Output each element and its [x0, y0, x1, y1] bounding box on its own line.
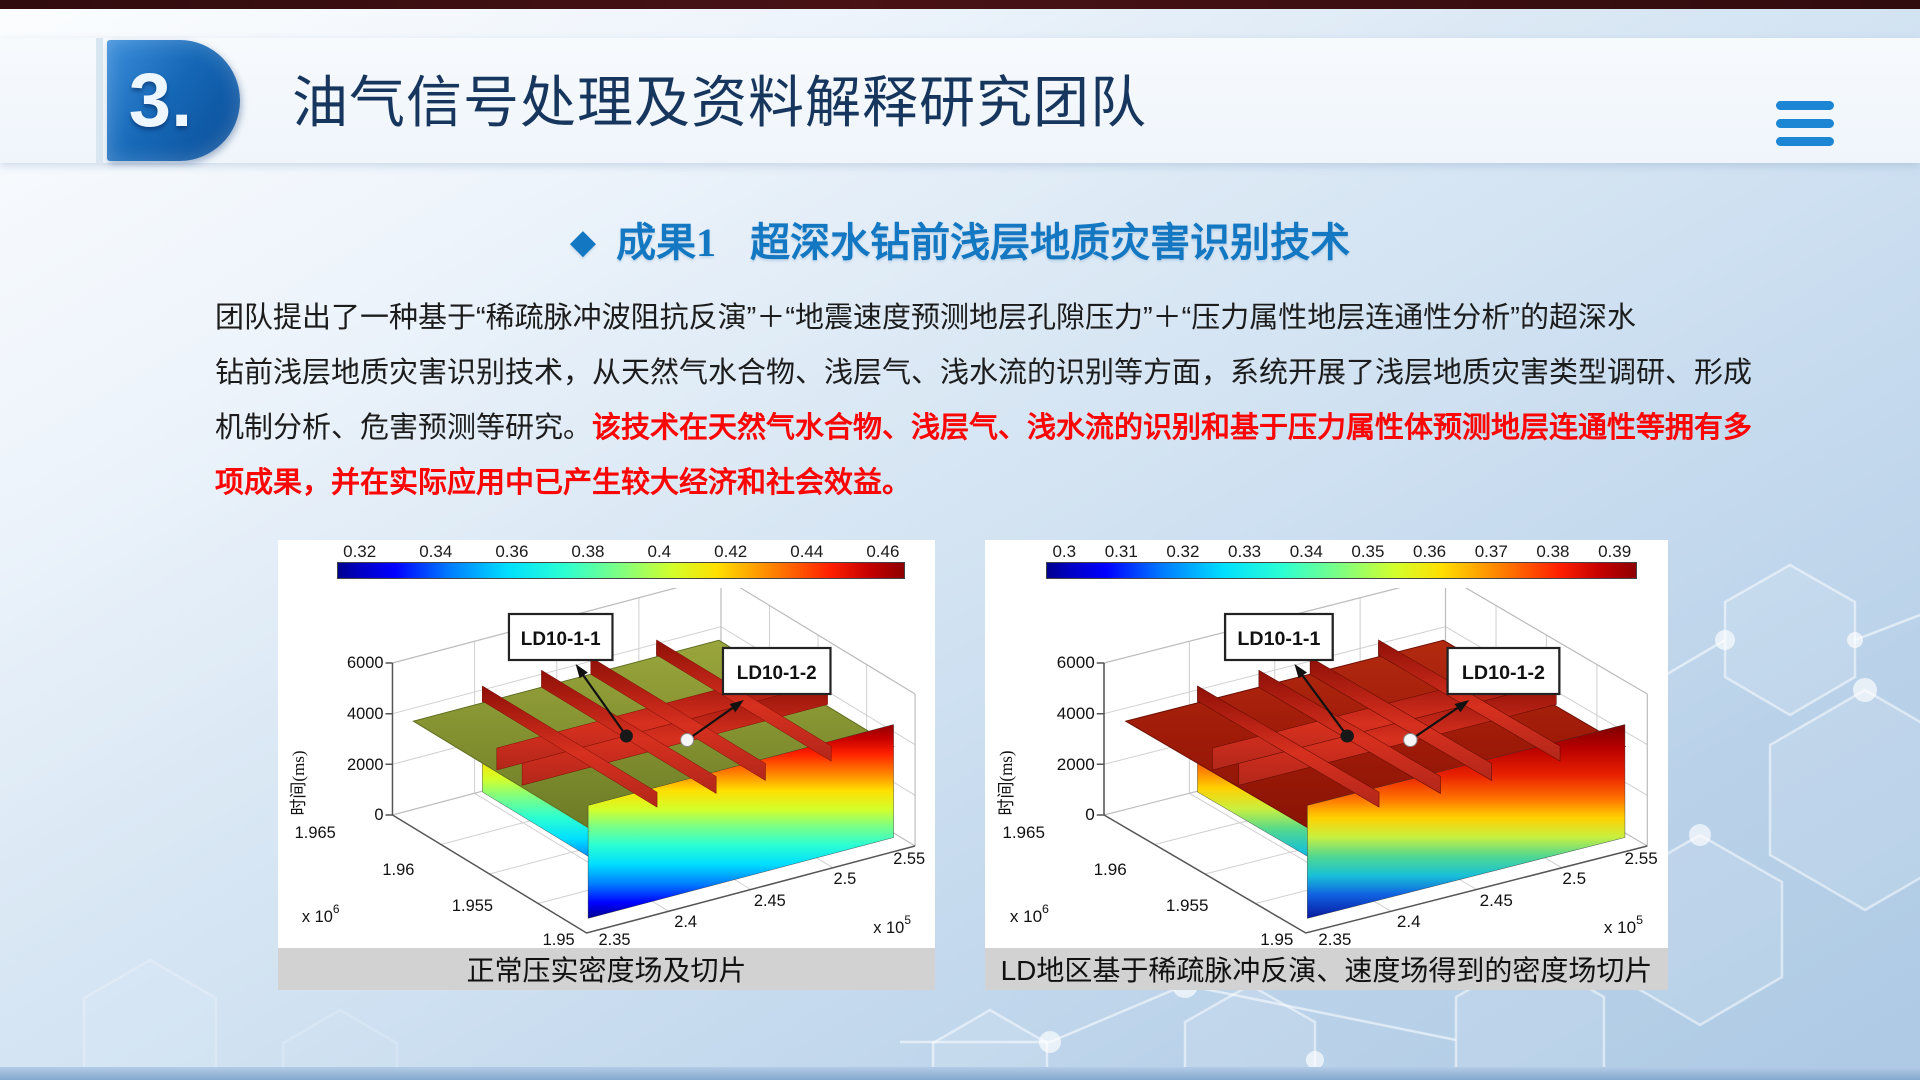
well-marker-light — [1403, 733, 1418, 747]
hamburger-bar — [1776, 137, 1834, 146]
svg-text:1.96: 1.96 — [1094, 860, 1127, 879]
annotation-box-2: LD10-1-2 — [1446, 646, 1561, 696]
well-marker-dark — [619, 729, 633, 743]
svg-text:1.965: 1.965 — [1002, 823, 1045, 842]
diamond-bullet-icon: ◆ — [569, 222, 597, 262]
colorbar: 0.3 0.31 0.32 0.33 0.34 0.35 0.36 0.37 0.38 0.39 — [1046, 542, 1638, 579]
svg-text:6000: 6000 — [347, 654, 384, 672]
svg-text:1.965: 1.965 — [295, 824, 336, 842]
section-number-badge: 3. — [107, 40, 240, 161]
page-title: 油气信号处理及资料解释研究团队 — [292, 73, 1147, 135]
svg-text:2.4: 2.4 — [1397, 912, 1421, 931]
svg-text:2.4: 2.4 — [674, 913, 697, 931]
figure-caption-left: 正常压实密度场及切片 — [278, 948, 935, 990]
front-fence-slice — [1307, 724, 1626, 919]
svg-text:1.955: 1.955 — [452, 897, 493, 915]
left-axis-multiplier: x 106 — [1010, 902, 1049, 926]
header-accent-line — [96, 38, 103, 163]
left-axis-ticks: 1.965 1.96 1.955 1.95 — [1002, 823, 1293, 948]
section-number: 3. — [128, 57, 193, 143]
right-axis-multiplier: x 105 — [1604, 913, 1643, 937]
annotation-box-2: LD10-1-2 — [721, 646, 832, 696]
svg-text:0: 0 — [1085, 805, 1094, 824]
body-line-1: 团队提出了一种基于“稀疏脉冲波阻抗反演”＋“地震速度预测地层孔隙压力”＋“压力属… — [215, 302, 1636, 334]
bottom-blue-strip — [0, 1067, 1920, 1080]
svg-text:2.45: 2.45 — [1480, 891, 1513, 910]
achievement-subtitle: ◆ 成果1 超深水钻前浅层地质灾害识别技术 — [0, 210, 1920, 268]
surface-plot: LD10-1-1 LD10-1-2 6000 4000 2000 0 时间(ms… — [289, 588, 926, 948]
right-axis-ticks: 2.35 2.4 2.45 2.5 2.55 — [1318, 849, 1658, 948]
svg-text:0: 0 — [374, 806, 383, 824]
colorbar-ticks: 0.3 0.31 0.32 0.33 0.34 0.35 0.36 0.37 0.38 0.39 — [1052, 542, 1632, 561]
z-axis-label: 时间(ms) — [289, 750, 308, 815]
svg-text:2.5: 2.5 — [1562, 869, 1586, 888]
svg-text:LD10-1-2: LD10-1-2 — [737, 663, 817, 684]
arrowhead — [1454, 700, 1470, 713]
figure-ld-density-slices: 0.3 0.31 0.32 0.33 0.34 0.35 0.36 0.37 0.38 0.39 — [985, 540, 1668, 948]
top-maroon-strip — [0, 0, 1920, 9]
svg-text:LD10-1-1: LD10-1-1 — [1237, 629, 1320, 650]
hamburger-bar — [1776, 119, 1834, 128]
arrowhead — [1294, 664, 1308, 679]
well-marker-dark — [1340, 729, 1354, 743]
colorbar-gradient — [1046, 562, 1638, 579]
svg-text:2.5: 2.5 — [833, 870, 856, 888]
z-axis-ticks: 6000 4000 2000 0 — [1057, 653, 1095, 824]
right-axis-ticks: 2.35 2.4 2.45 2.5 2.55 — [599, 850, 926, 948]
hamburger-menu-icon[interactable] — [1776, 101, 1834, 146]
colorbar-gradient — [337, 562, 906, 579]
well-annotation-arrows — [1299, 672, 1460, 741]
svg-text:1.955: 1.955 — [1166, 896, 1209, 915]
svg-text:1.96: 1.96 — [382, 861, 414, 879]
front-fence-slice — [587, 724, 894, 919]
left-axis-ticks: 1.965 1.96 1.955 1.95 — [295, 824, 575, 948]
axis-lines — [1096, 662, 1648, 934]
z-axis-label: 时间(ms) — [997, 750, 1016, 815]
arrowhead — [575, 664, 588, 679]
well-marker-light — [680, 733, 695, 747]
left-axis-multiplier: x 106 — [302, 902, 340, 926]
body-line-2: 钻前浅层地质灾害识别技术，从天然气水合物、浅层气、浅水流的识别等方面，系统开展了… — [215, 357, 1753, 389]
svg-text:2.55: 2.55 — [893, 850, 925, 868]
right-axis-multiplier: x 105 — [873, 913, 911, 937]
svg-text:4000: 4000 — [1057, 704, 1095, 723]
axis-lines — [385, 662, 916, 934]
well-annotation-arrows — [580, 672, 735, 741]
body-paragraph: 团队提出了一种基于“稀疏脉冲波阻抗反演”＋“地震速度预测地层孔隙压力”＋“压力属… — [215, 291, 1755, 511]
colorbar-ticks: 0.32 0.34 0.36 0.38 0.4 0.42 0.44 0.46 — [343, 542, 900, 561]
svg-text:2.35: 2.35 — [1318, 930, 1351, 948]
svg-text:LD10-1-1: LD10-1-1 — [521, 629, 601, 650]
z-axis-ticks: 6000 4000 2000 0 — [347, 654, 384, 824]
svg-text:2.35: 2.35 — [599, 931, 631, 948]
figure-caption-right: LD地区基于稀疏脉冲反演、速度场得到的密度场切片 — [985, 948, 1668, 990]
svg-text:1.95: 1.95 — [1260, 930, 1293, 948]
figure-normal-compaction-density: 0.32 0.34 0.36 0.38 0.4 0.42 0.44 0.46 — [278, 540, 935, 948]
colorbar: 0.32 0.34 0.36 0.38 0.4 0.42 0.44 0.46 — [337, 542, 906, 579]
svg-text:4000: 4000 — [347, 705, 384, 723]
hamburger-bar — [1776, 101, 1834, 110]
surface-plot: LD10-1-1 LD10-1-2 6000 4000 2000 0 时间(ms… — [997, 588, 1658, 948]
achievement-title: 超深水钻前浅层地质灾害识别技术 — [750, 220, 1351, 265]
svg-text:2000: 2000 — [1057, 755, 1095, 774]
header-band — [0, 38, 1920, 163]
achievement-label: 成果1 — [616, 220, 717, 265]
svg-text:2.45: 2.45 — [754, 892, 786, 910]
svg-text:6000: 6000 — [1057, 653, 1095, 672]
annotation-box-1: LD10-1-1 — [1223, 612, 1334, 662]
body-line-4: 项成果，并在实际应用中已产生较大经济和社会效益。 — [215, 467, 912, 499]
annotation-box-1: LD10-1-1 — [507, 612, 614, 662]
svg-text:LD10-1-2: LD10-1-2 — [1462, 663, 1545, 684]
svg-text:2000: 2000 — [347, 756, 384, 774]
svg-text:1.95: 1.95 — [543, 931, 575, 948]
body-line-3: 机制分析、危害预测等研究。该技术在天然气水合物、浅层气、浅水流的识别和基于压力属… — [215, 412, 1753, 444]
svg-text:2.55: 2.55 — [1625, 849, 1658, 868]
arrowhead — [729, 700, 744, 713]
